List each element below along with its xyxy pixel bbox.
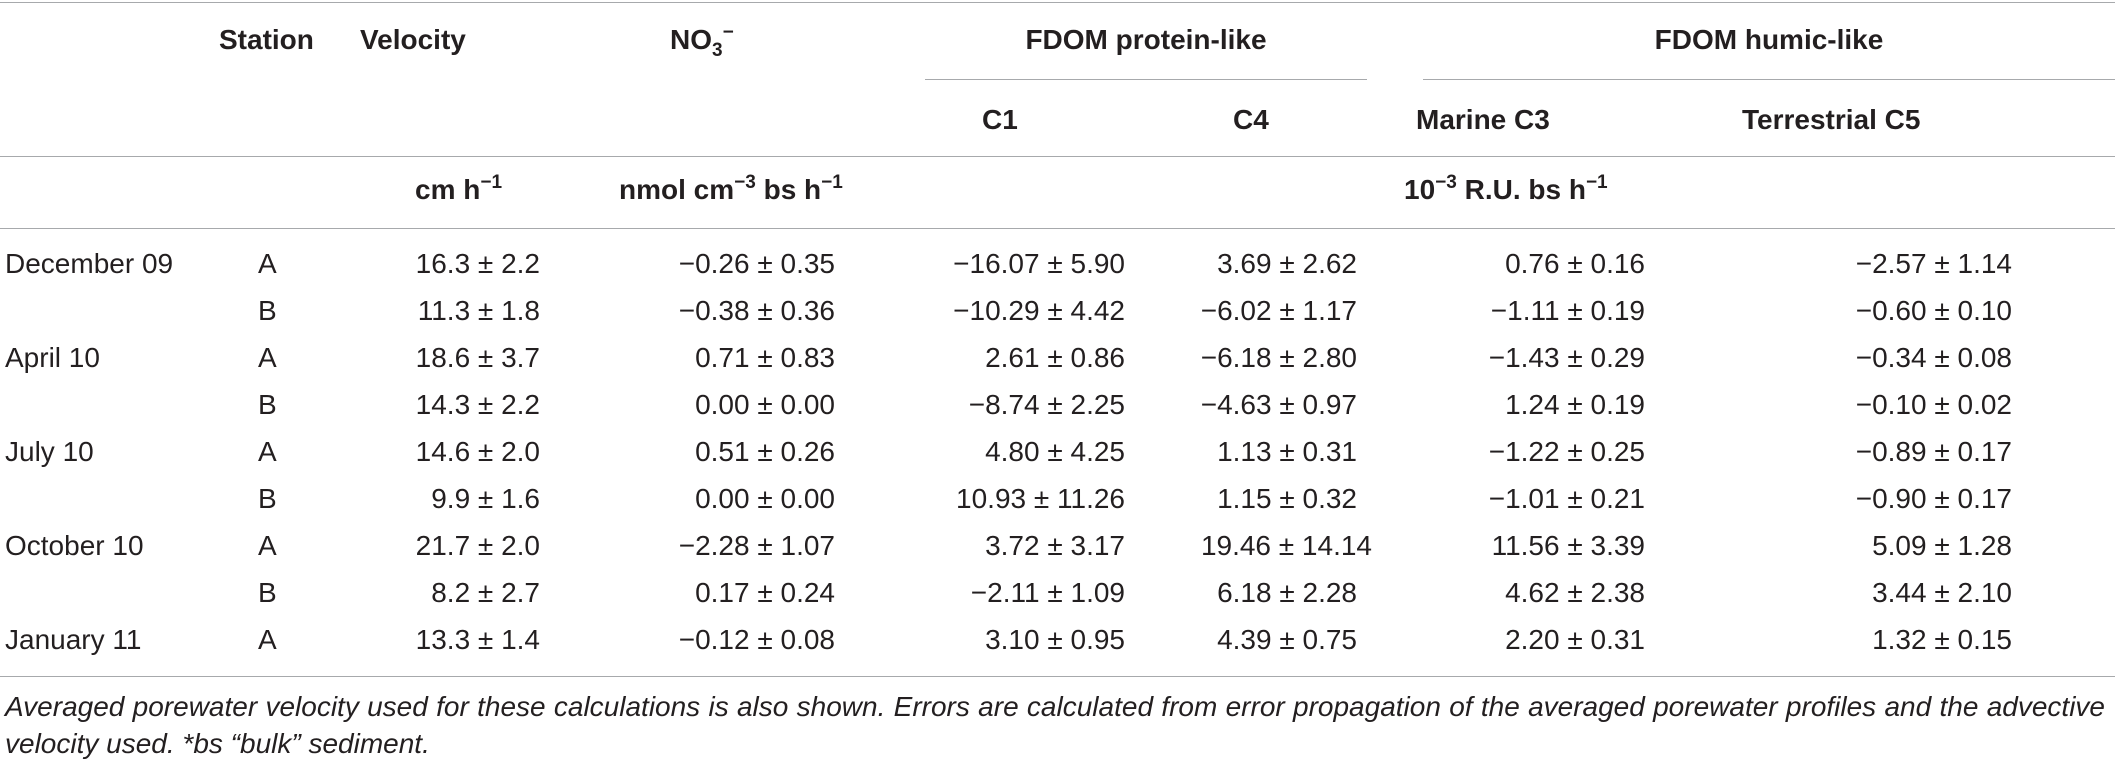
row-c4: −6.02 ± 1.17 — [1200, 295, 1357, 326]
row-no3: 0.00 ± 0.00 — [695, 483, 835, 514]
header-subcolumn-rule — [0, 156, 2115, 157]
row-marine-c3: −1.01 ± 0.21 — [1488, 483, 1645, 514]
row-c4: 6.18 ± 2.28 — [1217, 577, 1357, 608]
row-no3: 0.17 ± 0.24 — [695, 577, 835, 608]
row-marine-c3: 1.24 ± 0.19 — [1505, 389, 1645, 420]
row-station: A — [258, 342, 277, 373]
row-station: B — [258, 295, 277, 326]
header-no3: NO3− — [670, 22, 734, 61]
row-station: A — [258, 436, 277, 467]
units-no3: nmol cm−3 bs h−1 — [619, 172, 843, 205]
row-velocity: 11.3 ± 1.8 — [417, 295, 540, 326]
row-c1: 3.72 ± 3.17 — [985, 530, 1125, 561]
row-date: July 10 — [5, 436, 94, 467]
row-velocity: 18.6 ± 3.7 — [415, 342, 540, 373]
row-station: A — [258, 624, 277, 655]
row-c1: 4.80 ± 4.25 — [985, 436, 1125, 467]
header-c1: C1 — [982, 104, 1018, 135]
row-marine-c3: 4.62 ± 2.38 — [1505, 577, 1645, 608]
row-station: B — [258, 389, 277, 420]
header-marine-c3: Marine C3 — [1416, 104, 1550, 135]
row-station: A — [258, 530, 277, 561]
row-terrestrial-c5: −0.90 ± 0.17 — [1855, 483, 2012, 514]
row-c1: −8.74 ± 2.25 — [968, 389, 1125, 420]
header-terrestrial-c5: Terrestrial C5 — [1742, 104, 1921, 135]
row-velocity: 16.3 ± 2.2 — [415, 248, 540, 279]
row-no3: −2.28 ± 1.07 — [678, 530, 835, 561]
row-c1: −10.29 ± 4.42 — [953, 295, 1125, 326]
row-marine-c3: −1.22 ± 0.25 — [1488, 436, 1645, 467]
row-c1: 10.93 ± 11.26 — [956, 483, 1125, 514]
row-no3: −0.38 ± 0.36 — [678, 295, 835, 326]
row-c4: 3.69 ± 2.62 — [1217, 248, 1357, 279]
row-terrestrial-c5: 1.32 ± 0.15 — [1872, 624, 2012, 655]
header-fdom-humic: FDOM humic-like — [1654, 24, 1884, 55]
row-c1: 3.10 ± 0.95 — [985, 624, 1125, 655]
table-bottom-rule — [0, 676, 2115, 677]
row-no3: 0.51 ± 0.26 — [695, 436, 835, 467]
row-no3: 0.00 ± 0.00 — [695, 389, 835, 420]
row-station: B — [258, 483, 277, 514]
row-no3: 0.71 ± 0.83 — [695, 342, 835, 373]
row-date: October 10 — [5, 530, 144, 561]
row-station: A — [258, 248, 277, 279]
protein-group-rule — [925, 79, 1367, 80]
header-velocity: Velocity — [360, 24, 466, 55]
row-no3: −0.12 ± 0.08 — [678, 624, 835, 655]
row-c1: −2.11 ± 1.09 — [970, 577, 1125, 608]
row-marine-c3: 0.76 ± 0.16 — [1505, 248, 1645, 279]
row-marine-c3: −1.11 ± 0.19 — [1490, 295, 1645, 326]
row-velocity: 14.3 ± 2.2 — [415, 389, 540, 420]
row-station: B — [258, 577, 277, 608]
row-terrestrial-c5: −0.89 ± 0.17 — [1855, 436, 2012, 467]
row-c4: −6.18 ± 2.80 — [1200, 342, 1357, 373]
row-velocity: 9.9 ± 1.6 — [431, 483, 540, 514]
row-terrestrial-c5: −0.34 ± 0.08 — [1855, 342, 2012, 373]
header-station: Station — [219, 24, 314, 55]
row-velocity: 8.2 ± 2.7 — [431, 577, 540, 608]
units-fdom: 10−3 R.U. bs h−1 — [1404, 172, 1608, 205]
row-c4: 1.15 ± 0.32 — [1217, 483, 1357, 514]
humic-group-rule — [1423, 79, 2115, 80]
header-fdom-protein: FDOM protein-like — [1025, 24, 1267, 55]
row-marine-c3: 2.20 ± 0.31 — [1505, 624, 1645, 655]
row-marine-c3: −1.43 ± 0.29 — [1488, 342, 1645, 373]
row-no3: −0.26 ± 0.35 — [678, 248, 835, 279]
row-c1: 2.61 ± 0.86 — [985, 342, 1125, 373]
row-c4: 1.13 ± 0.31 — [1217, 436, 1357, 467]
row-date: January 11 — [5, 624, 142, 655]
row-terrestrial-c5: 5.09 ± 1.28 — [1872, 530, 2012, 561]
row-marine-c3: 11.56 ± 3.39 — [1491, 530, 1645, 561]
row-date: April 10 — [5, 342, 100, 373]
row-c1: −16.07 ± 5.90 — [953, 248, 1125, 279]
table-caption: Averaged porewater velocity used for the… — [5, 691, 2105, 759]
row-date: December 09 — [5, 248, 174, 279]
row-terrestrial-c5: −0.10 ± 0.02 — [1855, 389, 2012, 420]
row-velocity: 14.6 ± 2.0 — [415, 436, 540, 467]
row-c4: 4.39 ± 0.75 — [1217, 624, 1357, 655]
row-terrestrial-c5: 3.44 ± 2.10 — [1872, 577, 2012, 608]
units-rule — [0, 228, 2115, 229]
row-c4: 19.46 ± 14.14 — [1200, 530, 1372, 561]
units-velocity: cm h−1 — [415, 172, 503, 205]
header-c4: C4 — [1233, 104, 1269, 135]
row-velocity: 13.3 ± 1.4 — [415, 624, 540, 655]
row-terrestrial-c5: −0.60 ± 0.10 — [1855, 295, 2012, 326]
top-rule — [0, 2, 2115, 3]
row-terrestrial-c5: −2.57 ± 1.14 — [1855, 248, 2012, 279]
row-c4: −4.63 ± 0.97 — [1200, 389, 1357, 420]
row-velocity: 21.7 ± 2.0 — [415, 530, 540, 561]
